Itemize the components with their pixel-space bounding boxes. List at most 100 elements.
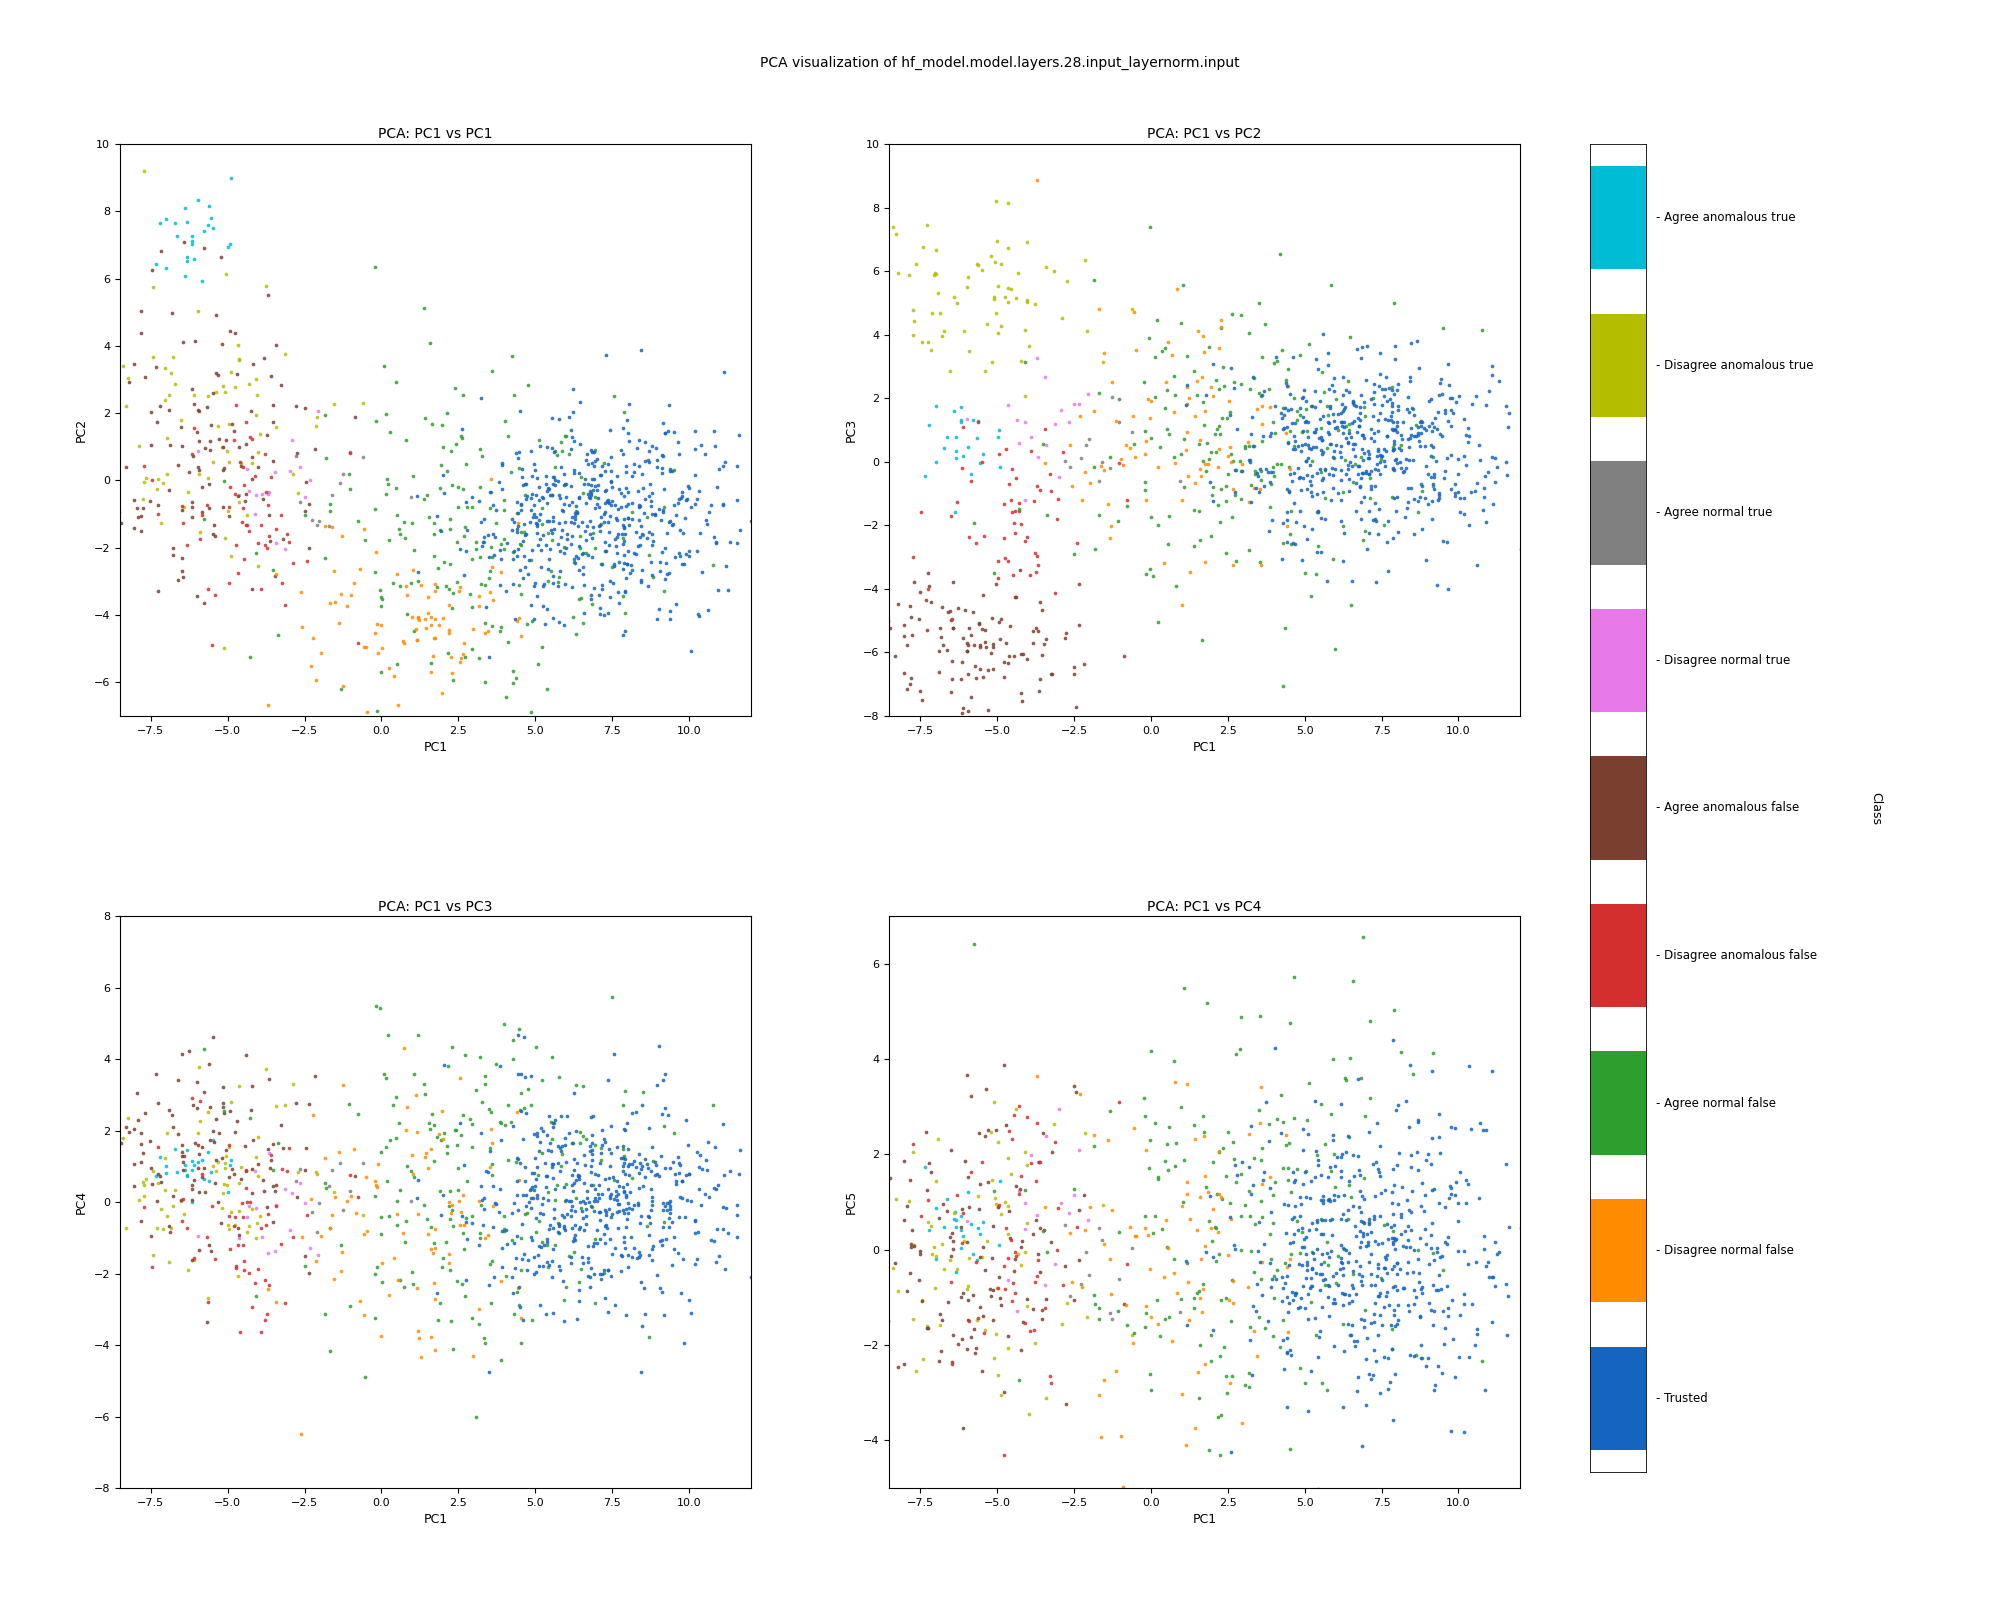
Point bbox=[186, 475, 218, 501]
Point bbox=[302, 398, 334, 424]
Point bbox=[1188, 1118, 1220, 1144]
Point bbox=[578, 1230, 610, 1256]
Point bbox=[474, 1360, 506, 1386]
Point bbox=[962, 253, 994, 278]
Point bbox=[1264, 1120, 1296, 1146]
Point bbox=[1266, 530, 1298, 555]
Point bbox=[1256, 507, 1288, 533]
Point bbox=[154, 1214, 186, 1240]
Point bbox=[1460, 470, 1492, 496]
Point bbox=[1134, 1038, 1166, 1064]
Point bbox=[464, 384, 496, 410]
Text: Class: Class bbox=[1870, 792, 1882, 824]
Point bbox=[1366, 376, 1398, 402]
Point bbox=[1316, 1238, 1348, 1264]
Point bbox=[1372, 1278, 1404, 1304]
Point bbox=[634, 549, 666, 574]
Point bbox=[602, 1198, 634, 1224]
Point bbox=[1160, 382, 1192, 408]
Point bbox=[1206, 1136, 1238, 1162]
Point bbox=[1142, 608, 1174, 634]
Point bbox=[1290, 1266, 1322, 1291]
Point bbox=[606, 512, 638, 538]
Point bbox=[654, 1206, 686, 1232]
Point bbox=[1234, 1181, 1266, 1206]
Point bbox=[280, 443, 312, 469]
Point bbox=[142, 477, 174, 502]
Point bbox=[516, 504, 548, 530]
Point bbox=[150, 1120, 182, 1146]
Point bbox=[190, 493, 222, 518]
Point bbox=[1030, 254, 1062, 280]
Point bbox=[1088, 458, 1120, 483]
Point bbox=[626, 1154, 658, 1179]
Point bbox=[972, 698, 1004, 723]
Point bbox=[568, 1171, 600, 1197]
Point bbox=[220, 1107, 252, 1133]
Point bbox=[1086, 453, 1118, 478]
Point bbox=[432, 1053, 464, 1078]
Point bbox=[1286, 1234, 1318, 1259]
Point bbox=[240, 1144, 272, 1170]
Point bbox=[196, 632, 228, 658]
Point bbox=[1096, 370, 1128, 395]
Point bbox=[430, 1134, 462, 1160]
Point bbox=[348, 517, 380, 542]
Point bbox=[484, 573, 516, 598]
Point bbox=[214, 1237, 246, 1262]
Point bbox=[592, 490, 624, 515]
Point bbox=[1130, 429, 1162, 454]
Point bbox=[1362, 438, 1394, 464]
Point bbox=[632, 573, 664, 598]
Point bbox=[1322, 402, 1354, 427]
Point bbox=[1264, 242, 1296, 267]
Point bbox=[192, 576, 224, 602]
Point bbox=[1194, 438, 1226, 464]
Point bbox=[1072, 426, 1104, 451]
Point bbox=[1198, 488, 1230, 514]
Point bbox=[1254, 1251, 1286, 1277]
Point bbox=[318, 558, 350, 584]
Point bbox=[548, 613, 580, 638]
Point bbox=[570, 490, 602, 515]
Point bbox=[1400, 411, 1432, 437]
Point bbox=[468, 507, 500, 533]
Point bbox=[1442, 1208, 1474, 1234]
Point bbox=[404, 606, 436, 632]
Point bbox=[1358, 1338, 1390, 1363]
Point bbox=[348, 1302, 380, 1328]
Point bbox=[560, 1306, 592, 1331]
Point bbox=[128, 469, 160, 494]
Point bbox=[186, 1134, 218, 1160]
Point bbox=[850, 1333, 882, 1358]
Point bbox=[1000, 406, 1032, 432]
Point bbox=[1204, 315, 1236, 341]
Point bbox=[702, 1171, 734, 1197]
Point bbox=[1092, 491, 1124, 517]
Point bbox=[816, 691, 848, 717]
Point bbox=[920, 1195, 952, 1221]
Point bbox=[1226, 1162, 1258, 1187]
Point bbox=[918, 1275, 950, 1301]
Point bbox=[638, 1150, 670, 1176]
Point bbox=[1462, 552, 1494, 578]
Point bbox=[496, 459, 528, 485]
Point bbox=[1266, 546, 1298, 571]
Point bbox=[1182, 318, 1214, 344]
Point bbox=[302, 1242, 334, 1267]
Point bbox=[428, 462, 460, 488]
Point bbox=[724, 517, 756, 542]
Point bbox=[364, 995, 396, 1021]
Point bbox=[906, 1347, 938, 1373]
Point bbox=[1158, 363, 1190, 389]
Point bbox=[372, 466, 404, 491]
Point bbox=[1338, 1328, 1370, 1354]
Point bbox=[952, 1208, 984, 1234]
Point bbox=[420, 1280, 452, 1306]
Point bbox=[556, 1171, 588, 1197]
Point bbox=[948, 626, 980, 651]
Point bbox=[952, 1194, 984, 1219]
Point bbox=[608, 400, 640, 426]
Point bbox=[318, 1179, 350, 1205]
Point bbox=[634, 1205, 666, 1230]
